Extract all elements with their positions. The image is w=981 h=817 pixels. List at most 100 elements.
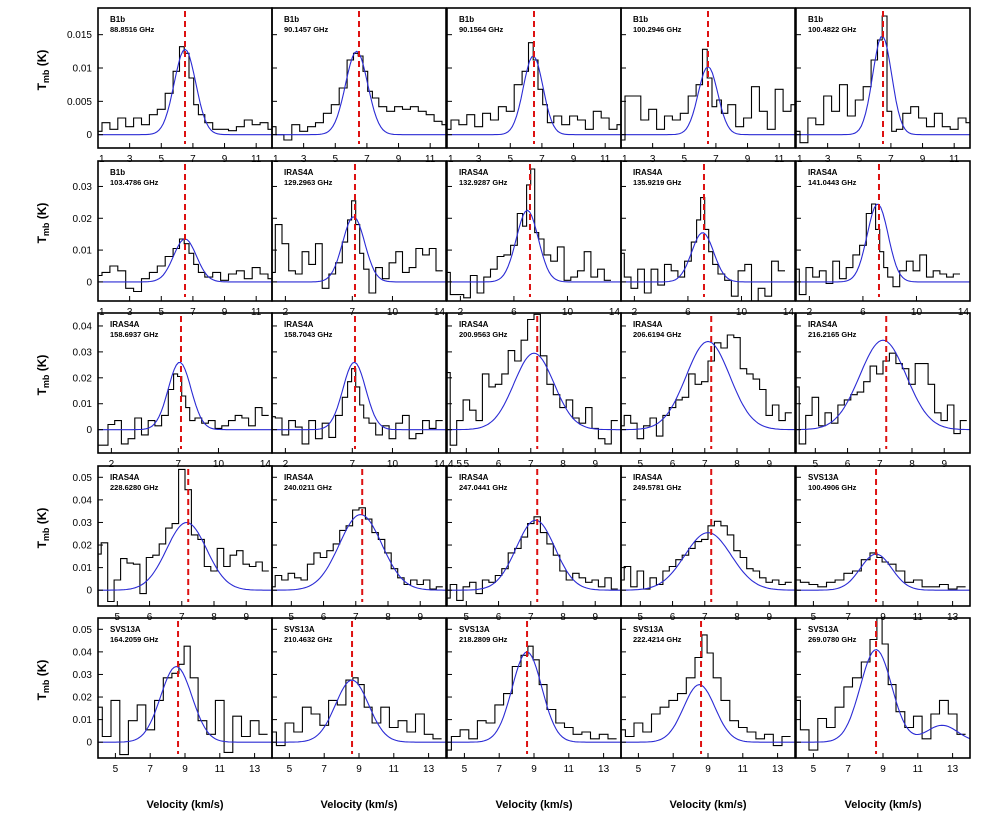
x-tick-label: 7	[888, 154, 894, 165]
y-tick-label: 0.03	[73, 670, 93, 681]
source-label: IRAS4A	[808, 168, 838, 177]
x-tick-label: 1	[273, 154, 279, 165]
x-tick-label: 11	[564, 764, 575, 775]
x-tick-label: 3	[476, 154, 482, 165]
observed-spectrum	[98, 238, 272, 293]
x-tick-label: 5	[158, 154, 164, 165]
y-tick-label: 0.03	[73, 347, 93, 358]
source-label: SVS13A	[110, 625, 141, 634]
x-tick-label: 9	[592, 459, 598, 470]
frequency-label: 228.6280 GHz	[110, 483, 159, 492]
source-label: IRAS4A	[633, 168, 663, 177]
x-tick-label: 11	[738, 764, 749, 775]
model-fit-line	[98, 48, 272, 136]
y-tick-label: 0	[86, 586, 92, 597]
x-tick-label: 9	[920, 154, 926, 165]
source-label: B1b	[459, 15, 474, 24]
model-fit-line	[272, 679, 446, 743]
observed-spectrum	[796, 552, 966, 590]
frequency-label: 249.5781 GHz	[633, 483, 682, 492]
x-tick-label: 9	[745, 154, 751, 165]
x-tick-label: 7	[364, 154, 370, 165]
panel-frame	[620, 7, 796, 149]
frequency-label: 158.6937 GHz	[110, 330, 159, 339]
y-tick-label: 0.01	[73, 563, 93, 574]
x-tick-label: 4.5	[448, 459, 462, 470]
y-tick-label: 0.03	[73, 518, 93, 529]
x-tick-label: 3	[650, 154, 656, 165]
observed-spectrum	[796, 15, 970, 144]
source-label: IRAS4A	[110, 320, 140, 329]
x-tick-label: 10	[387, 459, 399, 470]
y-tick-label: 0	[86, 130, 92, 141]
frequency-label: 103.4786 GHz	[110, 178, 159, 187]
model-fit-line	[796, 203, 970, 283]
x-tick-label: 13	[947, 764, 959, 775]
model-fit-line	[621, 232, 795, 283]
panel-frame	[271, 160, 447, 302]
observed-spectrum	[621, 334, 792, 440]
model-fit-line	[447, 519, 621, 591]
source-label: SVS13A	[808, 473, 839, 482]
model-fit-line	[447, 209, 621, 283]
y-axis-label: Tmb (K)	[35, 203, 51, 244]
frequency-label: 269.0780 GHz	[808, 635, 857, 644]
y-tick-label: 0.03	[73, 182, 93, 193]
frequency-label: 210.4632 GHz	[284, 635, 333, 644]
x-tick-label: 5	[287, 764, 293, 775]
spectrum-panel: 5 7 9 11 13 0 0.01 0.02 0.03 0.04 0.05 SVS13A164.20…	[73, 617, 273, 775]
source-label: SVS13A	[633, 625, 664, 634]
x-tick-label: 7	[539, 154, 545, 165]
x-tick-label: 7	[147, 764, 153, 775]
x-axis-label: Velocity (km/s)	[844, 799, 921, 811]
x-tick-label: 9	[396, 154, 402, 165]
y-axis-labels: Tmb (K) Tmb (K) Tmb (K) Tmb (K) Tmb (K)	[35, 50, 51, 701]
frequency-label: 100.4822 GHz	[808, 25, 857, 34]
x-tick-label: 1	[99, 154, 105, 165]
panel-frame	[795, 160, 971, 302]
x-tick-label: 7	[877, 459, 883, 470]
x-tick-label: 7	[321, 764, 327, 775]
x-tick-label: 14	[260, 459, 272, 470]
observed-spectrum	[272, 507, 443, 590]
x-tick-label: 9	[880, 764, 886, 775]
model-fit-line	[621, 532, 795, 591]
x-tick-label: 1	[448, 154, 454, 165]
model-fit-line	[98, 521, 272, 591]
model-fit-line	[621, 684, 795, 743]
x-tick-label: 11	[425, 154, 436, 165]
frequency-label: 216.2165 GHz	[808, 330, 857, 339]
x-tick-label: 6	[670, 459, 676, 470]
x-tick-label: 13	[598, 764, 610, 775]
y-tick-label: 0.02	[73, 373, 93, 384]
x-tick-label: 9	[705, 764, 711, 775]
x-tick-label: 11	[913, 764, 924, 775]
y-tick-label: 0.01	[73, 399, 93, 410]
x-axis-label: Velocity (km/s)	[146, 799, 223, 811]
x-axis-label: Velocity (km/s)	[495, 799, 572, 811]
observed-spectrum	[98, 645, 268, 756]
model-fit-line	[447, 352, 621, 431]
x-tick-label: 9	[222, 154, 228, 165]
x-tick-label: 9	[531, 764, 537, 775]
model-fit-line	[272, 361, 446, 431]
y-tick-label: 0.04	[73, 321, 93, 332]
y-tick-label: 0.01	[73, 246, 93, 257]
frequency-label: 164.2059 GHz	[110, 635, 159, 644]
panel-frame	[795, 312, 971, 454]
model-fit-line	[272, 514, 446, 591]
panel-frame	[271, 465, 447, 607]
panel-frame	[271, 7, 447, 149]
x-tick-label: 10	[213, 459, 225, 470]
observed-spectrum	[447, 168, 611, 299]
